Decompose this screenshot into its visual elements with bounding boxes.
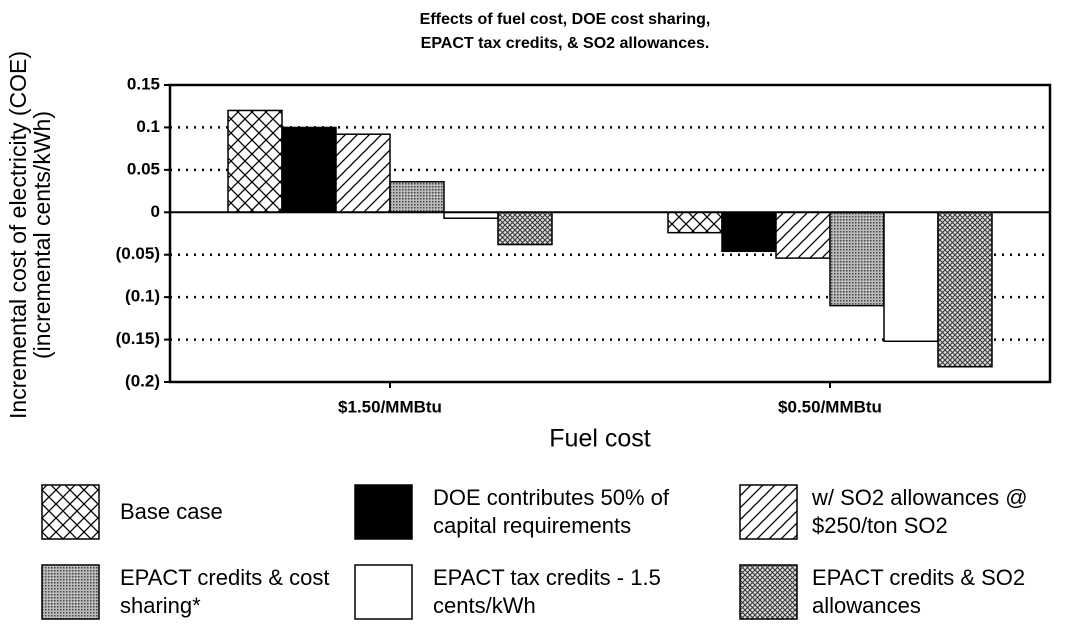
bar: [227, 109, 283, 214]
bar: [335, 133, 391, 214]
legend-text: EPACT tax credits - 1.5 cents/kWh: [433, 565, 661, 618]
legend-label: EPACT credits & cost sharing*: [120, 565, 330, 618]
y-axis-label: Incremental cost of electricity (COE): [5, 51, 31, 419]
legend-swatch: [739, 564, 798, 620]
bar: [389, 180, 445, 214]
legend-label: EPACT credits & SO2 allowances: [812, 565, 1026, 618]
legend-text: Base case: [120, 499, 223, 524]
y-axis-label: (incremental cents/kWh): [29, 111, 55, 359]
legend-swatch: [354, 484, 413, 540]
y-tick-label: 0: [151, 202, 160, 221]
legend-text: EPACT credits & cost sharing*: [120, 565, 330, 618]
x-tick-label: $0.50/MMBtu: [778, 397, 882, 416]
legend-text: DOE contributes 50% of capital requireme…: [433, 485, 670, 538]
bar: [937, 211, 993, 368]
y-tick-label: 0.1: [136, 117, 160, 136]
bar: [883, 211, 939, 343]
bar: [281, 126, 337, 214]
bar: [667, 211, 723, 234]
bar: [829, 211, 885, 307]
legend-label: w/ SO2 allowances @ $250/ton SO2: [812, 485, 1028, 538]
plot-frame: [168, 83, 1052, 384]
y-tick-label: 0.15: [127, 74, 160, 93]
legend-swatch: [739, 484, 798, 540]
x-tick-label: $1.50/MMBtu: [338, 397, 442, 416]
chart-title: Effects of fuel cost, DOE cost sharing,: [420, 11, 711, 28]
y-tick-label: (0.15): [116, 329, 160, 348]
legend-swatch: [41, 564, 100, 620]
y-tick-label: (0.05): [116, 244, 160, 263]
legend-text: w/ SO2 allowances @ $250/ton SO2: [812, 485, 1028, 538]
legend-swatch: [354, 564, 413, 620]
legend-text: EPACT credits & SO2 allowances: [812, 565, 1026, 618]
bar: [497, 211, 553, 246]
chart-title: EPACT tax credits, & SO2 allowances.: [421, 35, 710, 52]
legend-swatch: [41, 484, 100, 540]
bar: [775, 211, 831, 259]
legend-label: EPACT tax credits - 1.5 cents/kWh: [433, 565, 661, 618]
legend-label: DOE contributes 50% of capital requireme…: [433, 485, 670, 538]
legend-label: Base case: [120, 499, 223, 524]
bar: [721, 211, 777, 253]
x-axis-label: Fuel cost: [549, 425, 650, 453]
y-tick-label: (0.2): [125, 371, 160, 390]
y-tick-label: (0.1): [125, 287, 160, 306]
y-tick-label: 0.05: [127, 159, 160, 178]
